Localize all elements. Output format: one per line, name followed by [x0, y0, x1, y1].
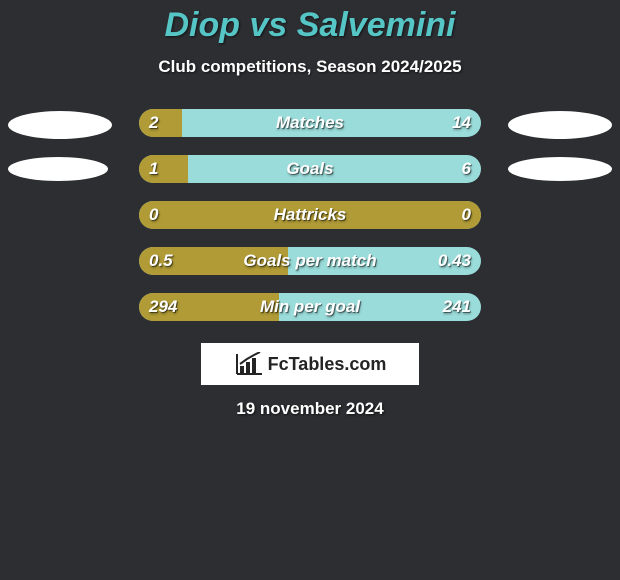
- page-title: Diop vs Salvemini: [0, 6, 620, 45]
- stat-label: Hattricks: [139, 201, 481, 229]
- stat-row: Min per goal294 241: [0, 289, 620, 335]
- stat-label: Goals: [139, 155, 481, 183]
- stat-row: Goals1 6: [0, 151, 620, 197]
- brand-badge[interactable]: FcTables.com: [201, 343, 419, 385]
- stat-value-left: 1: [149, 155, 158, 183]
- stat-bar: Goals1 6: [139, 155, 481, 183]
- stat-row: Goals per match0.5 0.43: [0, 243, 620, 289]
- stat-row: Matches2 14: [0, 105, 620, 151]
- stat-value-right: 241: [443, 293, 471, 321]
- stat-value-left: 2: [149, 109, 158, 137]
- date-label: 19 november 2024: [0, 399, 620, 419]
- stat-value-right: 6: [462, 155, 471, 183]
- player-badge-left: [8, 157, 108, 181]
- stat-value-left: 0.5: [149, 247, 173, 275]
- player-badge-left: [8, 111, 112, 139]
- player-badge-right: [508, 157, 612, 181]
- stat-value-left: 294: [149, 293, 177, 321]
- subtitle: Club competitions, Season 2024/2025: [0, 57, 620, 77]
- stat-label: Matches: [139, 109, 481, 137]
- player-badge-right: [508, 111, 612, 139]
- stat-bar: Matches2 14: [139, 109, 481, 137]
- brand-chart-icon: [234, 352, 264, 376]
- stat-bar: Min per goal294 241: [139, 293, 481, 321]
- brand-text: FcTables.com: [268, 354, 387, 375]
- stat-label: Min per goal: [139, 293, 481, 321]
- stat-value-right: 0: [462, 201, 471, 229]
- stat-value-right: 14: [452, 109, 471, 137]
- stat-bar: Hattricks0 0: [139, 201, 481, 229]
- stat-row: Hattricks0 0: [0, 197, 620, 243]
- stat-rows: Matches2 14 Goals1 6 Hattricks0 0 Goals per ma…: [0, 105, 620, 335]
- stat-label: Goals per match: [139, 247, 481, 275]
- stat-value-right: 0.43: [438, 247, 471, 275]
- stat-value-left: 0: [149, 201, 158, 229]
- stat-bar: Goals per match0.5 0.43: [139, 247, 481, 275]
